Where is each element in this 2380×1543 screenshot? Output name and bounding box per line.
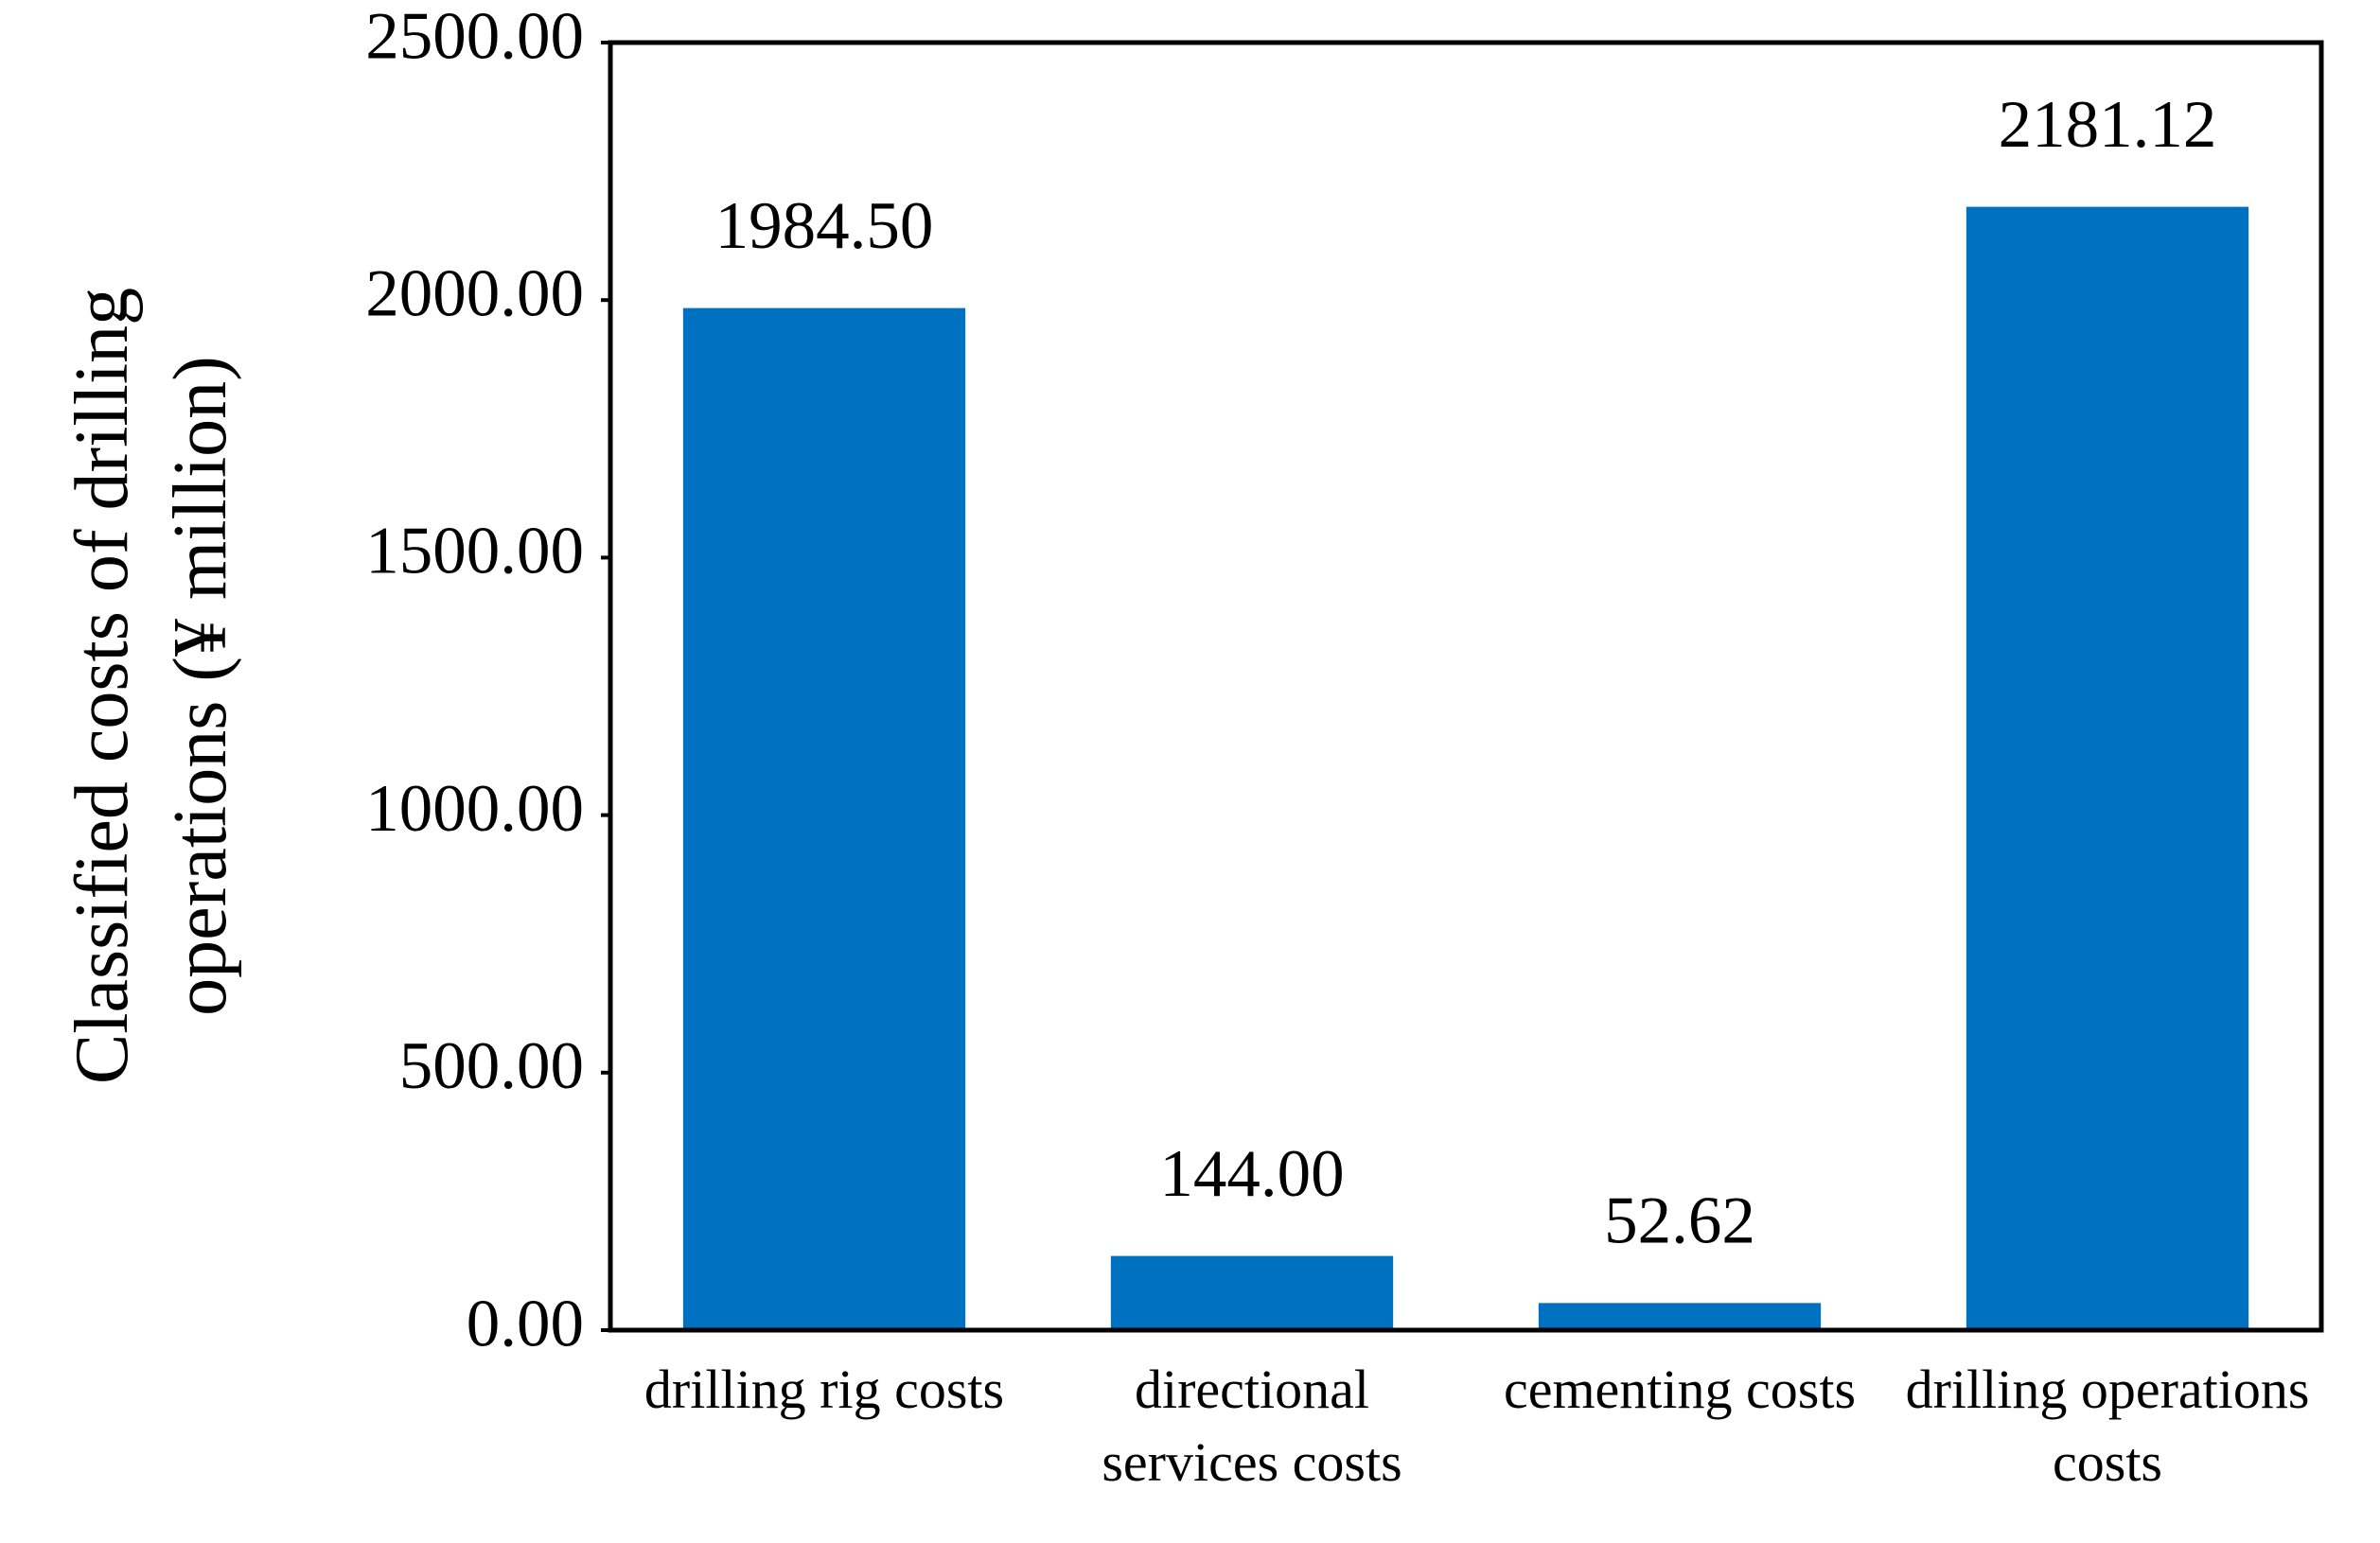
bar (1966, 206, 2249, 1330)
bar (1538, 1303, 1822, 1330)
x-tick-label: cementing costs (1503, 1359, 1857, 1420)
y-tick-label: 0.00 (467, 1287, 584, 1360)
bar (682, 307, 966, 1331)
y-tick-label: 2000.00 (365, 256, 584, 330)
value-label: 144.00 (1159, 1137, 1344, 1211)
value-label: 52.62 (1604, 1184, 1755, 1258)
y-axis-title: Classified costs of drilling operations … (61, 287, 242, 1085)
bar (1110, 1255, 1394, 1330)
y-tick-label: 1500.00 (365, 515, 584, 588)
value-label: 2181.12 (1999, 88, 2217, 162)
y-tick-label: 1000.00 (365, 772, 584, 846)
x-tick-label: drilling rig costs (643, 1359, 1005, 1420)
y-tick-label: 2500.00 (365, 0, 584, 73)
x-tick-label: drilling operations costs (1905, 1359, 2310, 1493)
value-label: 1984.50 (715, 189, 934, 263)
plot-frame (608, 40, 2324, 1333)
y-tick-label: 500.00 (399, 1029, 584, 1103)
x-tick-label: directional services costs (1102, 1359, 1402, 1493)
